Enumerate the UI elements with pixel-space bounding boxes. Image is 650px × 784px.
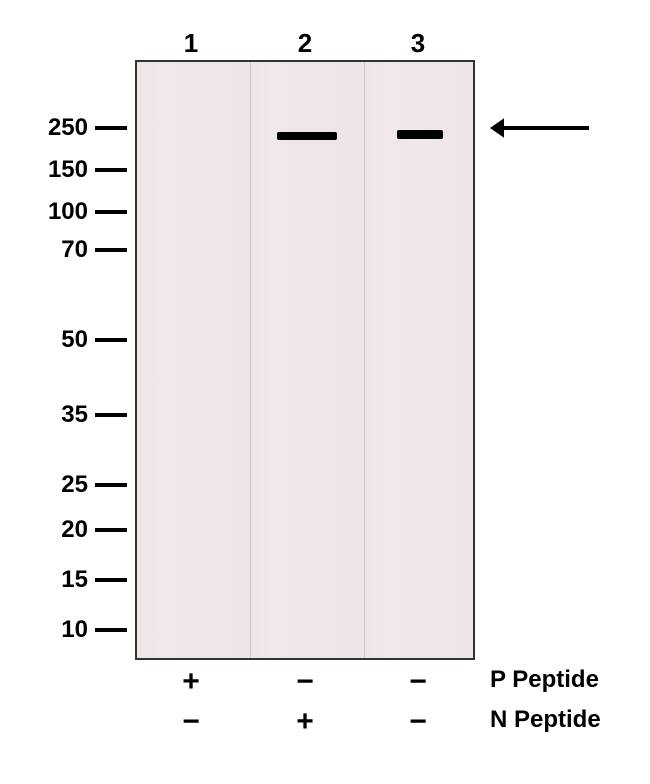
treatment-symbol-n-peptide-lane-1: − [176,705,206,739]
mw-tick-150 [95,168,127,172]
blot-membrane [135,60,475,660]
mw-label-150: 150 [0,156,88,184]
treatment-label-n-peptide: N Peptide [490,706,601,734]
treatment-symbol-p-peptide-lane-1: + [176,665,206,699]
membrane-background [137,62,473,658]
lane-label-1: 1 [176,28,206,59]
protein-band-lane-3 [397,130,443,139]
treatment-label-p-peptide: P Peptide [490,666,599,694]
mw-label-100: 100 [0,198,88,226]
mw-label-20: 20 [0,516,88,544]
mw-tick-10 [95,628,127,632]
mw-label-10: 10 [0,616,88,644]
mw-tick-35 [95,413,127,417]
mw-tick-15 [95,578,127,582]
lane-separator [364,62,365,658]
mw-label-70: 70 [0,236,88,264]
protein-band-lane-2 [277,132,337,140]
mw-tick-70 [95,248,127,252]
mw-label-15: 15 [0,566,88,594]
western-blot-figure: 1 2 3 250 150 100 70 50 35 25 20 15 10 + − − P Peptide… [0,0,650,784]
lane-separator [250,62,251,658]
mw-tick-250 [95,126,127,130]
treatment-symbol-n-peptide-lane-3: − [403,705,433,739]
mw-tick-100 [95,210,127,214]
treatment-symbol-p-peptide-lane-3: − [403,665,433,699]
mw-label-35: 35 [0,401,88,429]
band-arrow-icon [490,112,593,144]
mw-label-25: 25 [0,471,88,499]
mw-label-250: 250 [0,114,88,142]
treatment-symbol-p-peptide-lane-2: − [290,665,320,699]
mw-tick-50 [95,338,127,342]
lane-label-3: 3 [403,28,433,59]
lane-label-2: 2 [290,28,320,59]
mw-tick-20 [95,528,127,532]
treatment-symbol-n-peptide-lane-2: + [290,705,320,739]
mw-tick-25 [95,483,127,487]
mw-label-50: 50 [0,326,88,354]
